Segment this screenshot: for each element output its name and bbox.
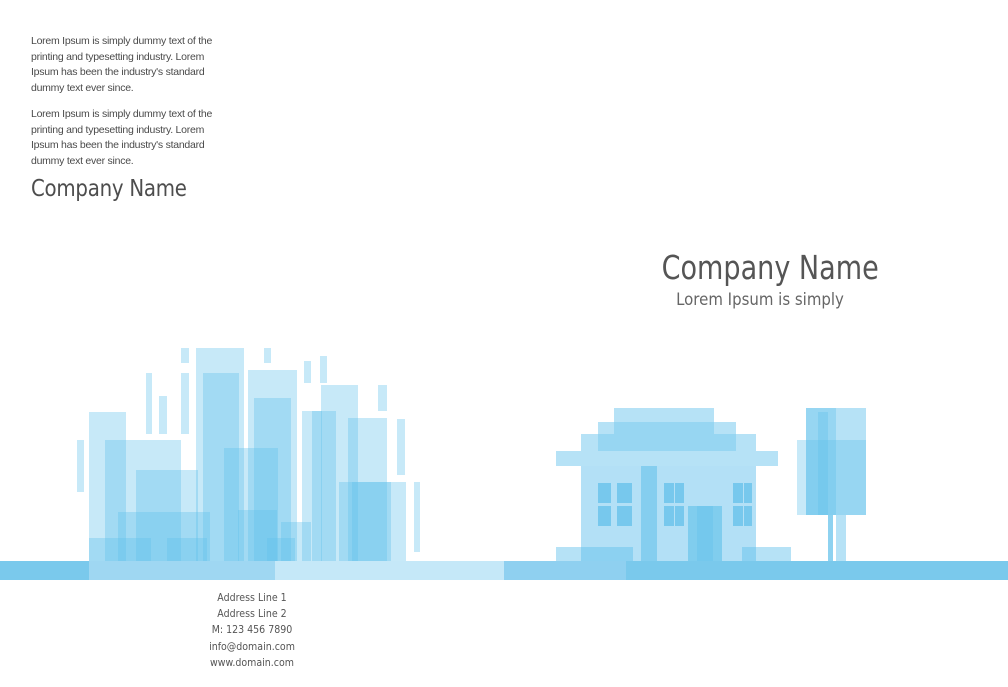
city-skyline-icon xyxy=(77,348,420,561)
tree-icon xyxy=(797,408,866,561)
house-window-left xyxy=(598,483,632,526)
body-paragraph-1: Lorem Ipsum is simply dummy text of the … xyxy=(31,35,213,94)
phone-number: M: 123 456 7890 xyxy=(211,623,293,637)
house-icon xyxy=(556,408,791,561)
cover-company-name: Company Name xyxy=(661,248,879,287)
body-paragraph-2: Lorem Ipsum is simply dummy text of the … xyxy=(31,108,213,167)
house-window-right xyxy=(733,483,752,526)
contact-block: Address Line 1 Address Line 2 M: 123 456… xyxy=(192,590,312,671)
cover-tagline: Lorem Ipsum is simply xyxy=(676,290,844,310)
email-address: info@domain.com xyxy=(209,639,295,653)
website-url: www.domain.com xyxy=(209,655,294,669)
house-window-middle xyxy=(664,483,684,526)
back-panel-company-name: Company Name xyxy=(31,176,187,202)
address-line-2: Address Line 2 xyxy=(217,607,287,621)
address-line-1: Address Line 1 xyxy=(217,591,287,604)
ground-strip xyxy=(0,561,1008,580)
